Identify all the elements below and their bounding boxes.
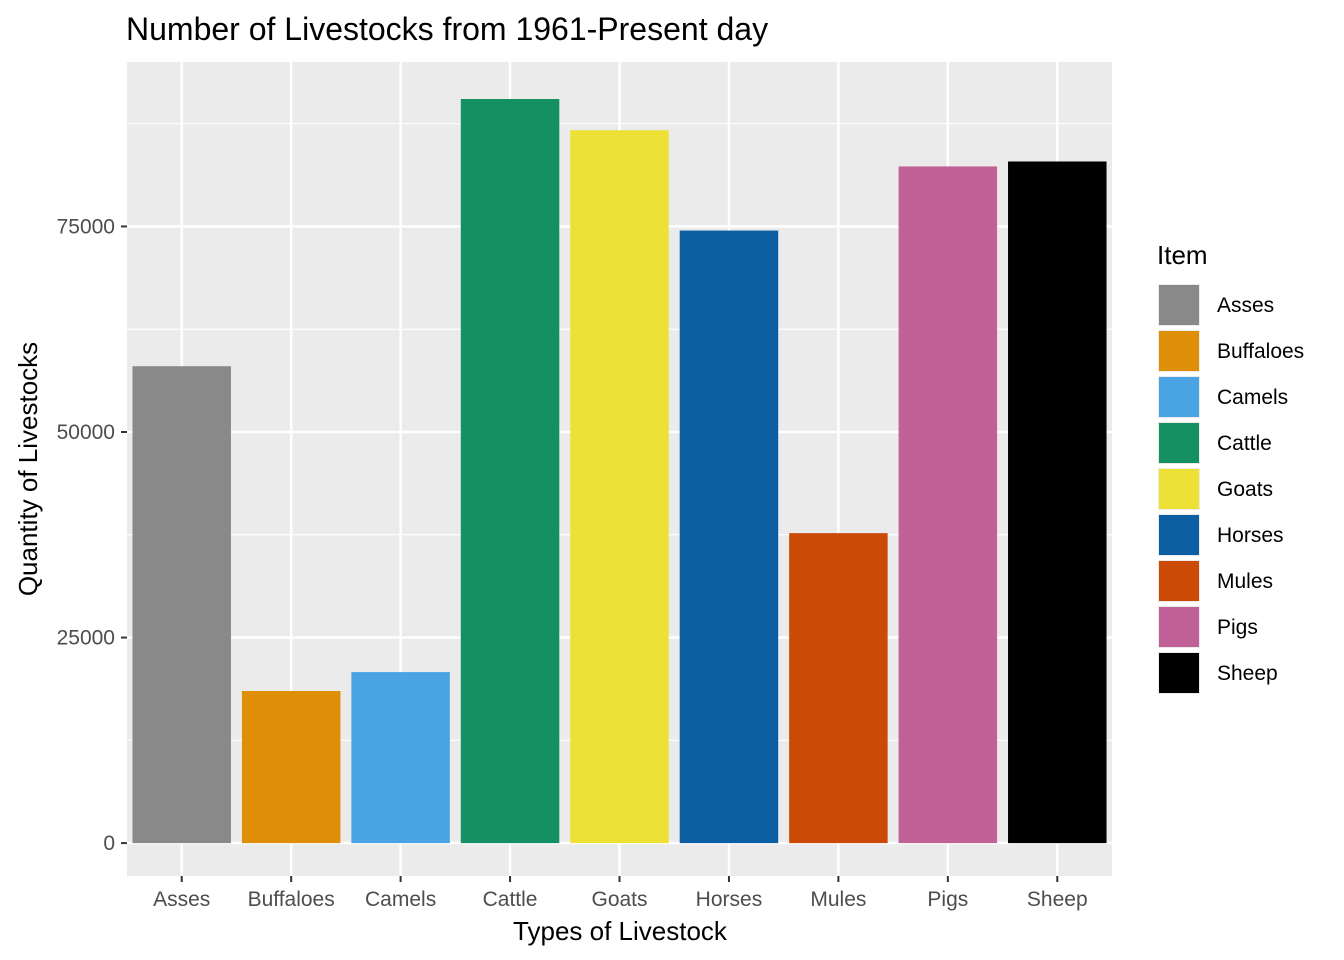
legend-title: Item (1157, 240, 1208, 270)
bar-asses (132, 366, 231, 844)
legend-key-camels (1159, 377, 1199, 417)
x-tick-label: Buffaloes (248, 888, 335, 911)
legend-key-pigs (1159, 607, 1199, 647)
legend-label: Goats (1217, 478, 1273, 501)
legend-key-horses (1159, 515, 1199, 555)
legend-key-sheep (1159, 653, 1199, 693)
legend-label: Cattle (1217, 432, 1272, 455)
bars (132, 99, 1107, 844)
legend: Item Asses Buffaloes Camels Cattle Goats Hors… (1157, 240, 1304, 694)
legend-label: Pigs (1217, 616, 1258, 639)
x-tick-label: Pigs (927, 888, 968, 911)
y-tick-label: 75000 (57, 215, 115, 238)
legend-key-buffaloes (1159, 331, 1199, 371)
bar-cattle (460, 99, 560, 844)
bar-camels (351, 672, 450, 844)
y-axis: 0 25000 50000 75000 (57, 215, 127, 855)
legend-key-goats (1159, 469, 1199, 509)
x-tick-label: Goats (591, 888, 647, 911)
bar-buffaloes (241, 691, 341, 844)
legend-key-mules (1159, 561, 1199, 601)
chart-title: Number of Livestocks from 1961-Present d… (126, 11, 768, 47)
x-tick-label: Horses (696, 888, 763, 911)
y-tick-label: 50000 (57, 421, 115, 444)
x-axis: Asses Buffaloes Camels Cattle Goats Horses Mul… (153, 876, 1088, 911)
y-tick-label: 25000 (57, 627, 115, 650)
legend-label: Sheep (1217, 662, 1278, 685)
bar-goats (570, 130, 669, 844)
legend-label: Horses (1217, 524, 1284, 547)
bar-mules (789, 533, 888, 844)
bar-sheep (1008, 161, 1107, 844)
x-tick-label: Sheep (1027, 888, 1088, 911)
bar-pigs (898, 166, 998, 844)
y-axis-title: Quantity of Livestocks (13, 342, 43, 596)
legend-label: Buffaloes (1217, 340, 1304, 363)
x-tick-label: Cattle (483, 888, 538, 911)
legend-label: Camels (1217, 386, 1288, 409)
y-tick-label: 0 (103, 832, 115, 855)
x-tick-label: Asses (153, 888, 210, 911)
legend-label: Mules (1217, 570, 1273, 593)
legend-label: Asses (1217, 294, 1274, 317)
x-tick-label: Mules (810, 888, 866, 911)
legend-key-cattle (1159, 423, 1199, 463)
x-tick-label: Camels (365, 888, 436, 911)
bar-horses (679, 230, 779, 844)
legend-key-asses (1159, 285, 1199, 325)
x-axis-title: Types of Livestock (513, 916, 728, 946)
